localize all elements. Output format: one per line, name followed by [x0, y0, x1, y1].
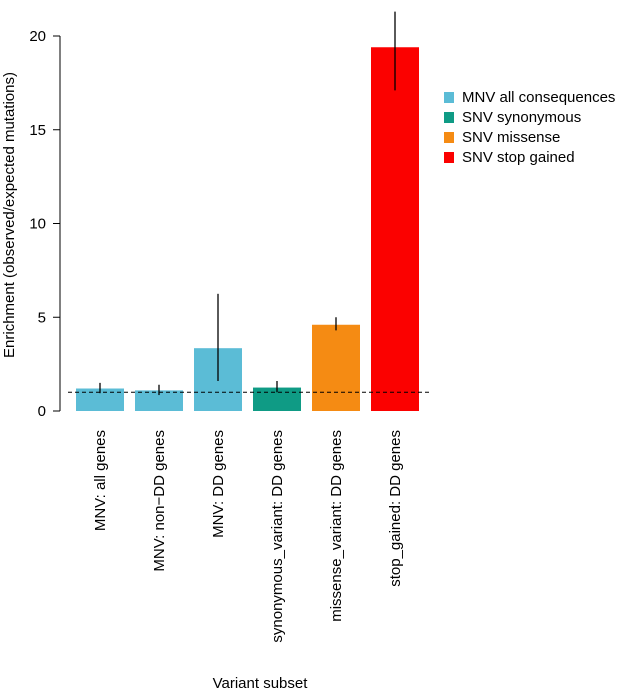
category-label-1: MNV: all genes — [92, 430, 109, 531]
legend-label-4: SNV stop gained — [462, 149, 575, 166]
legend-swatch-1 — [444, 92, 454, 103]
y-tick-label-0: 0 — [38, 403, 46, 420]
legend-swatch-4 — [444, 152, 454, 163]
y-tick-label-10: 10 — [29, 216, 46, 233]
category-label-3: MNV: DD genes — [210, 430, 227, 538]
legend-label-2: SNV synonymous — [462, 109, 581, 126]
category-label-6: stop_gained: DD genes — [387, 430, 404, 587]
bars-layer — [76, 47, 419, 411]
category-label-4: synonymous_variant: DD genes — [269, 430, 286, 643]
legend: MNV all consequences SNV synonymous SNV mi… — [444, 89, 615, 166]
legend-swatch-3 — [444, 132, 454, 143]
bar-2 — [135, 390, 183, 411]
legend-label-3: SNV missense — [462, 129, 560, 146]
category-label-5: missense_variant: DD genes — [328, 430, 345, 622]
bar-6 — [371, 47, 419, 411]
legend-label-1: MNV all consequences — [462, 89, 615, 106]
y-axis: 0 5 10 15 20 — [29, 28, 61, 420]
x-axis-labels: MNV: all genes MNV: non−DD genes MNV: DD g… — [92, 430, 404, 643]
y-tick-label-15: 15 — [29, 122, 46, 139]
legend-swatch-2 — [444, 112, 454, 123]
bar-5 — [312, 324, 360, 411]
y-tick-label-20: 20 — [29, 28, 46, 45]
y-tick-label-5: 5 — [38, 309, 46, 326]
bar-1 — [76, 388, 124, 411]
bar-4 — [253, 387, 301, 411]
category-label-2: MNV: non−DD genes — [151, 430, 168, 572]
x-axis-title: Variant subset — [213, 675, 309, 692]
error-bars-layer — [99, 11, 396, 396]
y-axis-title: Enrichment (observed/expected mutations) — [1, 72, 18, 358]
